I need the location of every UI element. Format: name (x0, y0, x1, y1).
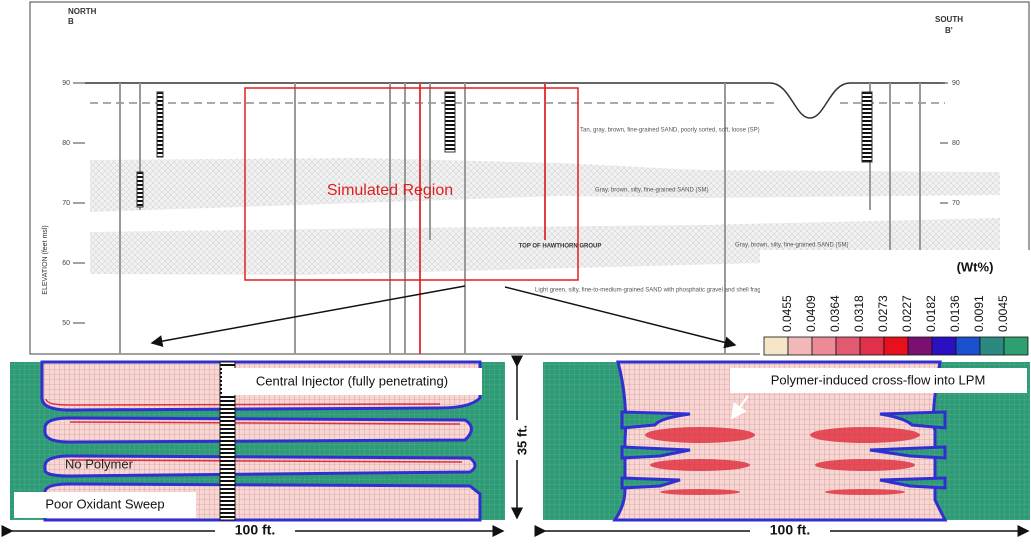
injector-label: Central Injector (fully penetrating) (256, 373, 448, 388)
width-label: 100 ft. (770, 522, 810, 538)
colorbar-label: 0.0182 (924, 295, 938, 332)
elevation-tick-label: 70 (952, 200, 960, 207)
colorbar-swatch (836, 337, 860, 355)
elevation-tick-label: 90 (952, 80, 960, 87)
colorbar-label: 0.0455 (780, 295, 794, 332)
annotation: Tan, gray, brown, fine-grained SAND, poo… (580, 128, 760, 134)
no-polymer-label: No Polymer (65, 456, 134, 471)
south-marker: B' (945, 26, 953, 35)
colorbar-label: 0.0273 (876, 295, 890, 332)
colorbar-label: 0.0136 (948, 295, 962, 332)
right-panel: Polymer-induced cross-flow into LPM (543, 362, 1030, 520)
region-label: Simulated Region (327, 182, 453, 199)
north-label: NORTH (68, 7, 97, 16)
sweep-label: Poor Oxidant Sweep (45, 496, 164, 511)
colorbar-label: 0.0364 (828, 295, 842, 332)
figure: NORTH B SOUTH B' ELEVATION (feet msl) 90… (0, 0, 1031, 540)
colorbar-unit: (Wt%) (957, 259, 994, 274)
colorbar-swatch (860, 337, 884, 355)
elevation-tick-label: 60 (62, 260, 70, 267)
colorbar-swatch (908, 337, 932, 355)
north-marker: B (68, 17, 74, 26)
colorbar-label: 0.0409 (804, 295, 818, 332)
annotation: Light green, silty, fine-to-medium-grain… (535, 288, 791, 294)
colorbar-swatch (1004, 337, 1028, 355)
colorbar-swatch (812, 337, 836, 355)
colorbar-swatch (932, 337, 956, 355)
y-axis-label: ELEVATION (feet msl) (42, 225, 49, 294)
annotation: Gray, brown, silty, fine-grained SAND (S… (735, 243, 848, 249)
annotation: TOP OF HAWTHORN GROUP (519, 244, 602, 250)
colorbar-swatch (788, 337, 812, 355)
elevation-tick-label: 70 (62, 200, 70, 207)
height-label: 35 ft. (514, 425, 529, 455)
colorbar: (Wt%) 0.0455 0.0409 0.0364 0.0318 0.0273 0.02… (760, 250, 1030, 356)
colorbar-swatch (884, 337, 908, 355)
elevation-tick-label: 80 (952, 140, 960, 147)
left-panel: Central Injector (fully penetrating) No … (10, 362, 505, 520)
annotation: Gray, brown, silty, fine-grained SAND (S… (595, 188, 708, 194)
colorbar-swatch (956, 337, 980, 355)
elevation-tick-label: 50 (62, 320, 70, 327)
elevation-tick-label: 80 (62, 140, 70, 147)
crossflow-label: Polymer-induced cross-flow into LPM (771, 372, 986, 387)
elevation-tick-label: 90 (62, 80, 70, 87)
colorbar-label: 0.0318 (852, 295, 866, 332)
colorbar-label: 0.0227 (900, 295, 914, 332)
colorbar-swatch (764, 337, 788, 355)
colorbar-label: 0.0091 (972, 295, 986, 332)
colorbar-label: 0.0045 (996, 295, 1010, 332)
colorbar-swatch (980, 337, 1004, 355)
south-label: SOUTH (935, 15, 963, 24)
width-label: 100 ft. (235, 522, 275, 538)
